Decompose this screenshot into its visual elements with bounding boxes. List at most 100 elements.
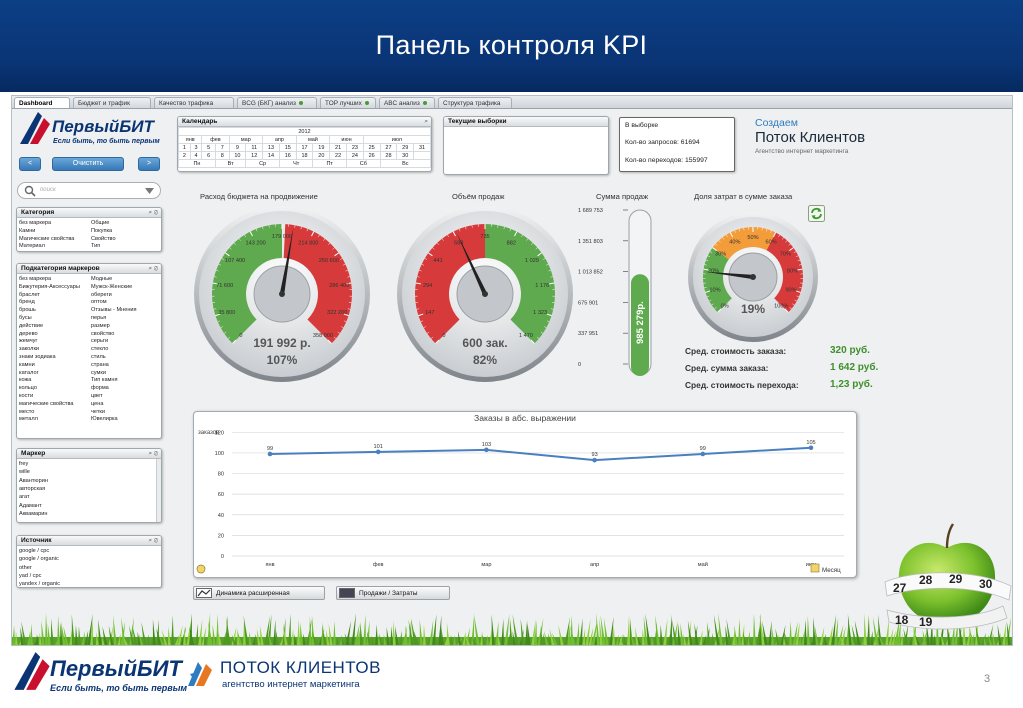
tab-1[interactable]: Dashboard <box>14 97 70 108</box>
list-item[interactable]: wille <box>17 469 161 477</box>
calendar-day[interactable]: 17 <box>295 143 314 152</box>
calendar-day[interactable]: 27 <box>379 143 398 152</box>
list-item[interactable]: Адамант <box>17 503 161 511</box>
calendar-day[interactable]: 19 <box>312 143 331 152</box>
list-item[interactable]: other <box>17 565 161 573</box>
search-clear-icons[interactable]: ⌕ ⊘ <box>148 265 158 272</box>
sales-costs-button[interactable]: Продажи / Затраты <box>336 586 450 600</box>
calendar-weekday[interactable]: Ср <box>245 159 280 168</box>
list-item[interactable]: без маркера Модные <box>17 276 161 284</box>
source-listbox[interactable]: Источник ⌕ ⊘ google / cpc google / organic… <box>16 535 162 588</box>
list-item[interactable]: yad / cpc <box>17 573 161 581</box>
tab-5[interactable]: TOP лучших <box>320 97 376 108</box>
tab-7[interactable]: Структура трафика <box>438 97 512 108</box>
list-item[interactable]: кольцо форма <box>17 385 161 393</box>
calendar-day[interactable]: 10 <box>228 151 247 160</box>
calendar-weekday[interactable]: Пт <box>312 159 347 168</box>
calendar-month[interactable]: мар <box>228 135 264 144</box>
zoom-icon[interactable] <box>196 564 206 574</box>
calendar-day[interactable]: 8 <box>214 151 230 160</box>
calendar-day[interactable]: 9 <box>228 143 247 152</box>
calendar-grid[interactable]: 2012 янв фев мар апр май июн июл 1 3 5 7 9 11 13 15 17… <box>178 127 431 168</box>
list-item[interactable]: бусы перья <box>17 315 161 323</box>
calendar-day[interactable]: 25 <box>362 143 381 152</box>
marker-scrollbar[interactable] <box>156 459 161 522</box>
data-point[interactable] <box>484 447 489 453</box>
calendar-day[interactable]: 15 <box>278 143 297 152</box>
list-item[interactable]: брошь Отзывы - Мнения <box>17 307 161 315</box>
calendar-day[interactable]: 2 <box>178 151 191 160</box>
calendar-day[interactable]: 23 <box>346 143 364 152</box>
calendar-day[interactable]: 24 <box>346 151 364 160</box>
list-item[interactable]: frey <box>17 461 161 469</box>
sort-icon[interactable] <box>810 563 820 573</box>
calendar-month[interactable]: апр <box>262 135 297 144</box>
data-point[interactable] <box>375 449 381 455</box>
calendar-day[interactable]: 4 <box>189 151 203 160</box>
list-item[interactable]: yandex / organic <box>17 581 161 587</box>
prev-button[interactable]: < <box>19 157 41 171</box>
calendar-day[interactable]: 14 <box>262 151 280 160</box>
calendar-day[interactable]: 3 <box>189 143 203 152</box>
list-item[interactable]: авторская <box>17 486 161 494</box>
chevron-down-icon[interactable] <box>145 188 154 194</box>
tab-4[interactable]: BCG (БКГ) анализ <box>237 97 317 108</box>
list-item[interactable]: магические свойства цена <box>17 401 161 409</box>
list-item[interactable]: действие размер <box>17 323 161 331</box>
category-listbox[interactable]: Категория ⌕ ⊘ без маркера Общие Камни Покупк… <box>16 207 162 252</box>
list-item[interactable]: кожа Тип камня <box>17 377 161 385</box>
data-point[interactable] <box>808 445 814 451</box>
list-item[interactable]: google / cpc <box>17 548 161 556</box>
calendar-day[interactable]: 1 <box>178 143 191 152</box>
list-item[interactable]: Материал Тип <box>17 243 161 251</box>
search-clear-icons[interactable]: ⌕ ⊘ <box>148 209 158 216</box>
calendar-day[interactable]: 31 <box>413 143 431 152</box>
calendar-weekday[interactable]: Сб <box>346 159 381 168</box>
list-item[interactable]: металл Ювелирка <box>17 416 161 424</box>
list-item[interactable]: жемчуг серьги <box>17 338 161 346</box>
calendar-day[interactable]: 26 <box>362 151 381 160</box>
tab-3[interactable]: Качество трафика <box>154 97 234 108</box>
list-item[interactable]: Камни Покупка <box>17 228 161 236</box>
list-item[interactable]: знаки зодиака стиль <box>17 354 161 362</box>
calendar-day[interactable]: 5 <box>201 143 216 152</box>
calendar-day[interactable]: 7 <box>214 143 230 152</box>
dynamics-button[interactable]: Динамика расширенная <box>193 586 325 600</box>
search-clear-icons[interactable]: ⌕ ⊘ <box>148 450 158 457</box>
calendar-day[interactable]: 11 <box>245 143 264 152</box>
calendar-month[interactable]: июл <box>362 135 431 144</box>
list-item[interactable]: Авантюрин <box>17 478 161 486</box>
calendar-weekday[interactable]: Вс <box>379 159 431 168</box>
list-item[interactable]: место четки <box>17 409 161 417</box>
list-item[interactable]: каталог сумки <box>17 370 161 378</box>
list-item[interactable]: кости цвет <box>17 393 161 401</box>
calendar-month[interactable]: янв <box>178 135 203 144</box>
calendar-day[interactable]: 29 <box>396 143 415 152</box>
calendar-month[interactable]: май <box>295 135 331 144</box>
calendar-day[interactable]: 21 <box>329 143 347 152</box>
list-item[interactable]: без маркера Общие <box>17 220 161 228</box>
calendar-day[interactable] <box>413 151 431 160</box>
marker-listbox[interactable]: Маркер ⌕ ⊘ frey wille Авантюрин авторская ага… <box>16 448 162 523</box>
calendar-day[interactable]: 30 <box>396 151 415 160</box>
calendar-year[interactable]: 2012 <box>178 127 431 136</box>
list-item[interactable]: бренд оптом <box>17 299 161 307</box>
list-item[interactable]: google / organic <box>17 556 161 564</box>
refresh-icon[interactable] <box>808 205 825 222</box>
calendar-day[interactable]: 12 <box>245 151 264 160</box>
list-item[interactable]: Аквамарин <box>17 511 161 519</box>
data-point[interactable] <box>267 451 273 457</box>
data-point[interactable] <box>700 451 706 457</box>
list-item[interactable]: браслет обереги <box>17 292 161 300</box>
calendar-month[interactable]: фев <box>201 135 230 144</box>
calendar-day[interactable]: 6 <box>201 151 216 160</box>
calendar-day[interactable]: 22 <box>329 151 347 160</box>
search-icon[interactable]: ⌕ <box>424 118 428 125</box>
search-clear-icons[interactable]: ⌕ ⊘ <box>148 537 158 544</box>
next-button[interactable]: > <box>138 157 160 171</box>
list-item[interactable]: камни страна <box>17 362 161 370</box>
list-item[interactable]: Бижутерия-Аксессуары Мужск-Женские <box>17 284 161 292</box>
list-item[interactable]: заколки стекло <box>17 346 161 354</box>
calendar-day[interactable]: 13 <box>262 143 280 152</box>
